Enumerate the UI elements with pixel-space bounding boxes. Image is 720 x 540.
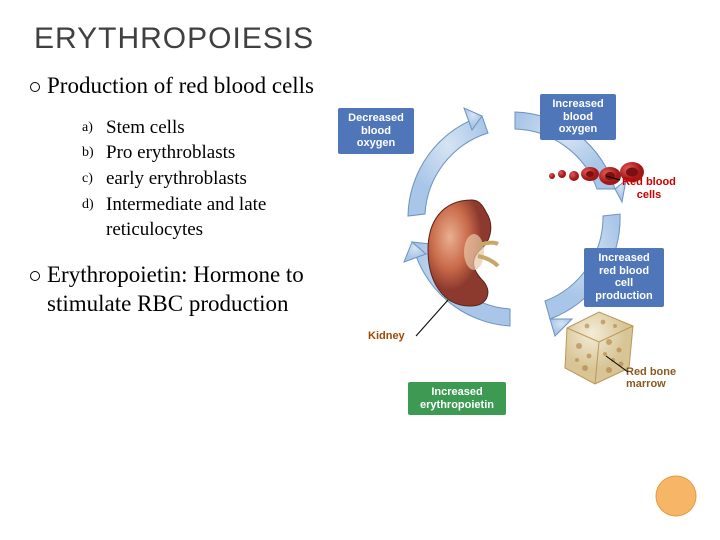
list-letter: a) <box>82 115 106 138</box>
ring-bullet-icon <box>30 82 40 92</box>
sublist: a) Stem cells b) Pro erythroblasts c) ea… <box>82 115 340 243</box>
epo-prefix: Erythropoietin: <box>47 262 188 287</box>
list-text: Intermediate and late reticulocytes <box>106 192 340 243</box>
kidney-svg <box>422 192 502 312</box>
list-letter: b) <box>82 140 106 163</box>
list-text: early erythroblasts <box>106 166 340 192</box>
list-item: b) Pro erythroblasts <box>82 140 340 166</box>
bullet-text: Erythropoietin: Hormone to stimulate RBC… <box>47 261 340 319</box>
label-decreased-oxygen: Decreased blood oxygen <box>338 108 414 154</box>
rbc-cluster <box>546 158 612 184</box>
bullet-production: Production of red blood cells <box>48 72 340 101</box>
slide-container: ERYTHROPOIESIS Production of red blood c… <box>0 0 720 540</box>
slide-title: ERYTHROPOIESIS <box>34 22 690 56</box>
label-increased-erythropoietin: Increased erythropoietin <box>408 382 506 415</box>
bullet-erythropoietin: Erythropoietin: Hormone to stimulate RBC… <box>48 261 340 319</box>
diagram-column: Decreased blood oxygen Increased blood o… <box>348 72 690 462</box>
dot-svg <box>654 474 698 518</box>
label-red-bone-marrow: Red bone marrow <box>626 366 684 390</box>
kidney-illustration <box>422 192 502 312</box>
list-letter: d) <box>82 192 106 215</box>
list-item: c) early erythroblasts <box>82 166 340 192</box>
text-column: Production of red blood cells a) Stem ce… <box>48 72 348 462</box>
list-letter: c) <box>82 166 106 189</box>
label-increased-oxygen: Increased blood oxygen <box>540 94 616 140</box>
list-text: Stem cells <box>106 115 340 141</box>
list-item: a) Stem cells <box>82 115 340 141</box>
bullet-text: Production of red blood cells <box>47 72 340 101</box>
corner-accent-dot <box>654 474 698 518</box>
label-kidney: Kidney <box>368 330 405 342</box>
label-increased-rbc-production: Increased red blood cell production <box>584 248 664 307</box>
content-row: Production of red blood cells a) Stem ce… <box>48 72 690 462</box>
ring-bullet-icon <box>30 271 40 281</box>
label-red-blood-cells: Red blood cells <box>614 172 684 205</box>
list-item: d) Intermediate and late reticulocytes <box>82 192 340 243</box>
list-text: Pro erythroblasts <box>106 140 340 166</box>
erythropoiesis-cycle-diagram: Decreased blood oxygen Increased blood o… <box>344 72 684 462</box>
